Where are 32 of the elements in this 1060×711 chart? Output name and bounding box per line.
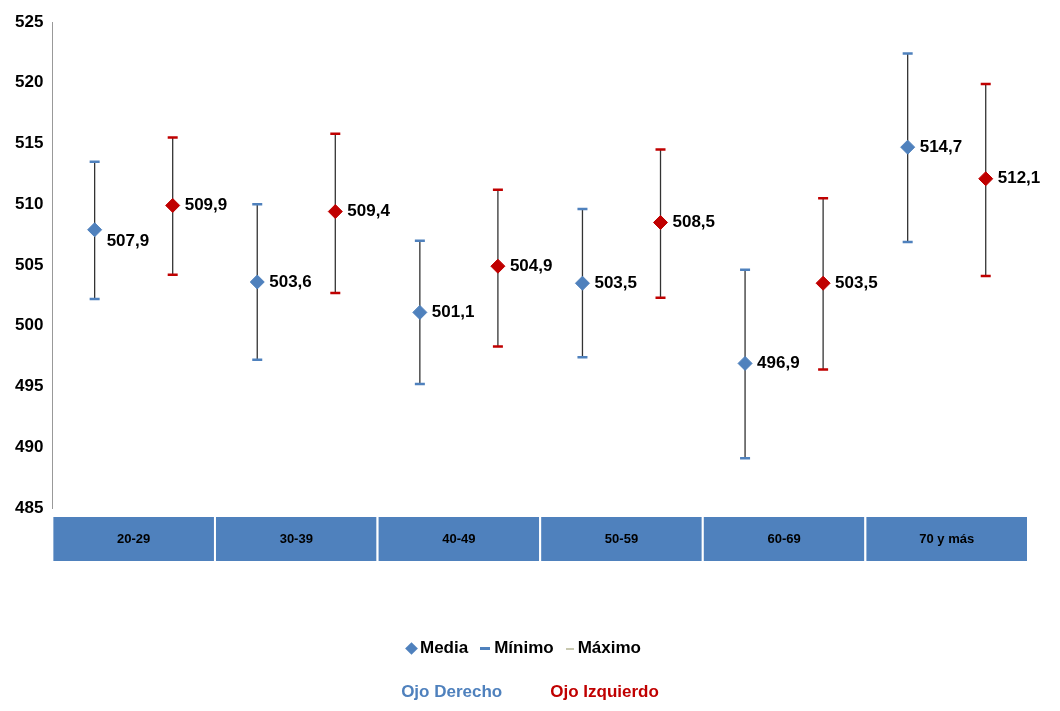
y-tick-label: 500 xyxy=(14,315,44,335)
data-label: 503,5 xyxy=(835,272,878,292)
data-label: 509,4 xyxy=(347,201,391,221)
data-label: 504,9 xyxy=(509,255,553,275)
data-label: 507,9 xyxy=(106,231,150,251)
text: Ojo Derecho xyxy=(401,682,503,701)
text: Mínimo xyxy=(494,638,554,657)
y-tick-label: 495 xyxy=(14,376,44,396)
data-label: 509,9 xyxy=(184,195,228,215)
text: Máximo xyxy=(577,638,641,657)
x-tick-label: 20-29 xyxy=(117,530,151,546)
y-tick-label: 510 xyxy=(14,193,44,213)
text: Media xyxy=(420,638,469,657)
data-label: 514,7 xyxy=(919,136,963,156)
x-tick-label: 50-59 xyxy=(604,530,639,546)
data-label: 508,5 xyxy=(672,212,716,232)
data-label: 503,5 xyxy=(594,272,638,292)
x-tick-label: 60-69 xyxy=(767,530,801,546)
text: Ojo Izquierdo xyxy=(550,682,659,701)
y-tick-label: 515 xyxy=(14,133,44,153)
y-tick-label: 520 xyxy=(14,72,44,92)
data-label: 501,1 xyxy=(431,302,475,322)
y-tick-label: 525 xyxy=(14,11,44,31)
y-tick-label: 505 xyxy=(14,254,44,274)
data-label: 512,1 xyxy=(997,168,1041,188)
y-tick-label: 485 xyxy=(14,497,44,517)
x-tick-label: 70 y más xyxy=(919,530,975,546)
y-tick-label: 490 xyxy=(14,436,44,456)
x-tick-label: 40-49 xyxy=(442,530,476,546)
data-label: 496,9 xyxy=(757,353,800,373)
data-label: 503,6 xyxy=(269,271,312,291)
x-tick-label: 30-39 xyxy=(279,530,313,546)
